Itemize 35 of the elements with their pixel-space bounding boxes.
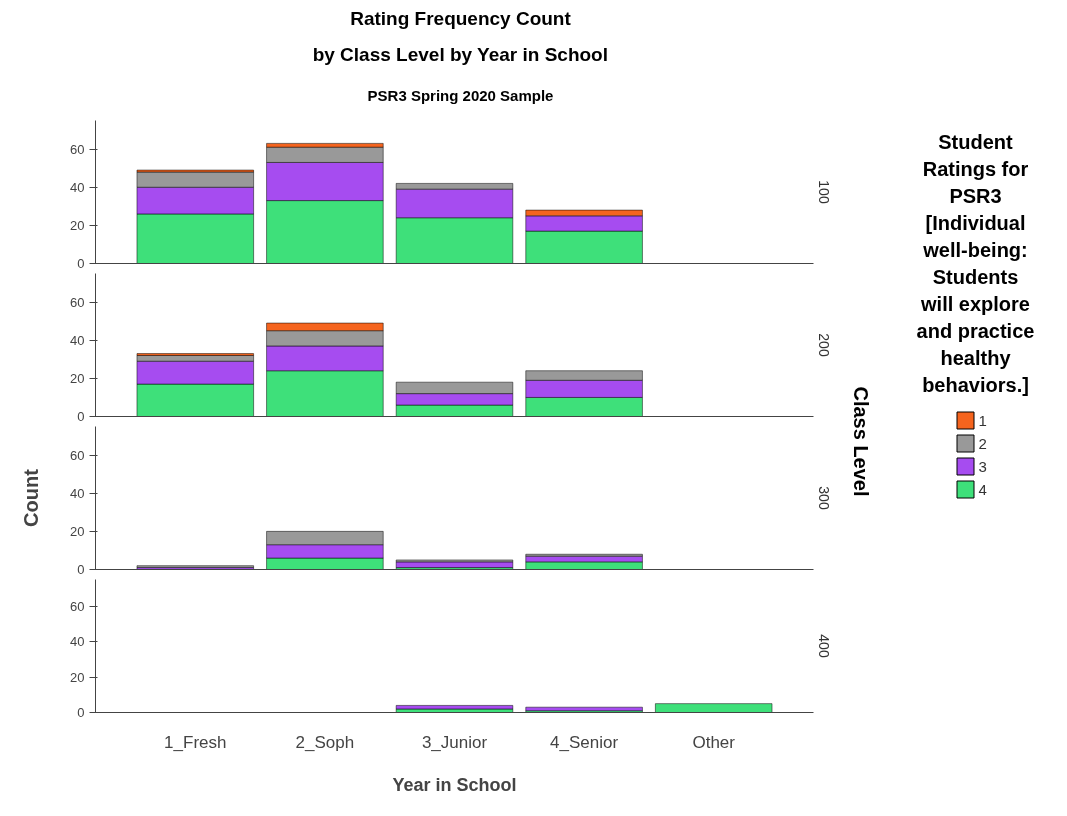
y-tick-label: 60: [70, 294, 85, 310]
y-tick-label: 20: [70, 217, 85, 233]
y2-axis-title: 200: [815, 333, 832, 357]
chart-title: Rating Frequency Count by Class Level by Year in School: [312, 7, 608, 66]
y-tick-label: 20: [70, 370, 85, 386]
y-tick-label: 40: [70, 332, 85, 348]
legend-label: 2: [978, 434, 987, 452]
legend-label: 1: [978, 411, 987, 429]
legend-label: 4: [978, 480, 987, 498]
legend-label: 3: [978, 457, 987, 475]
y2-axis-title: 400: [815, 634, 832, 658]
text: Student Ratings for PSR3 [Individual well-being: Students will explore and practice healthy behaviors.]: [916, 130, 1035, 396]
y-tick-label: 40: [70, 634, 85, 650]
x-tick-label: Other: [692, 732, 736, 752]
y-tick-label: 40: [70, 179, 85, 195]
y-tick-label: 0: [77, 256, 85, 271]
y-tick-label: 20: [70, 669, 85, 685]
y-tick-label: 20: [70, 523, 85, 539]
y-tick-label: 60: [70, 598, 85, 614]
y-tick-label: 40: [70, 485, 85, 501]
x-axis-title: Year in School: [392, 774, 517, 795]
y-axis-title: Count: [20, 468, 43, 527]
y-tick-label: 0: [77, 705, 85, 720]
x-tick-label: 2_Soph: [295, 732, 355, 752]
y-tick-label: 60: [70, 447, 85, 463]
x-tick-label: 4_Senior: [550, 732, 619, 752]
y-tick-label: 60: [70, 141, 85, 157]
y-tick-label: 0: [77, 409, 85, 424]
y2-axis-title: 100: [815, 180, 832, 204]
y-tick-label: 0: [77, 562, 85, 577]
x-tick-label: 3_Junior: [421, 732, 488, 752]
chart-subtitle: PSR3 Spring 2020 Sample: [367, 86, 554, 104]
text: Class Level: [849, 386, 872, 497]
x-tick-label: 1_Fresh: [164, 732, 227, 752]
y2-axis-title: 300: [815, 486, 832, 510]
